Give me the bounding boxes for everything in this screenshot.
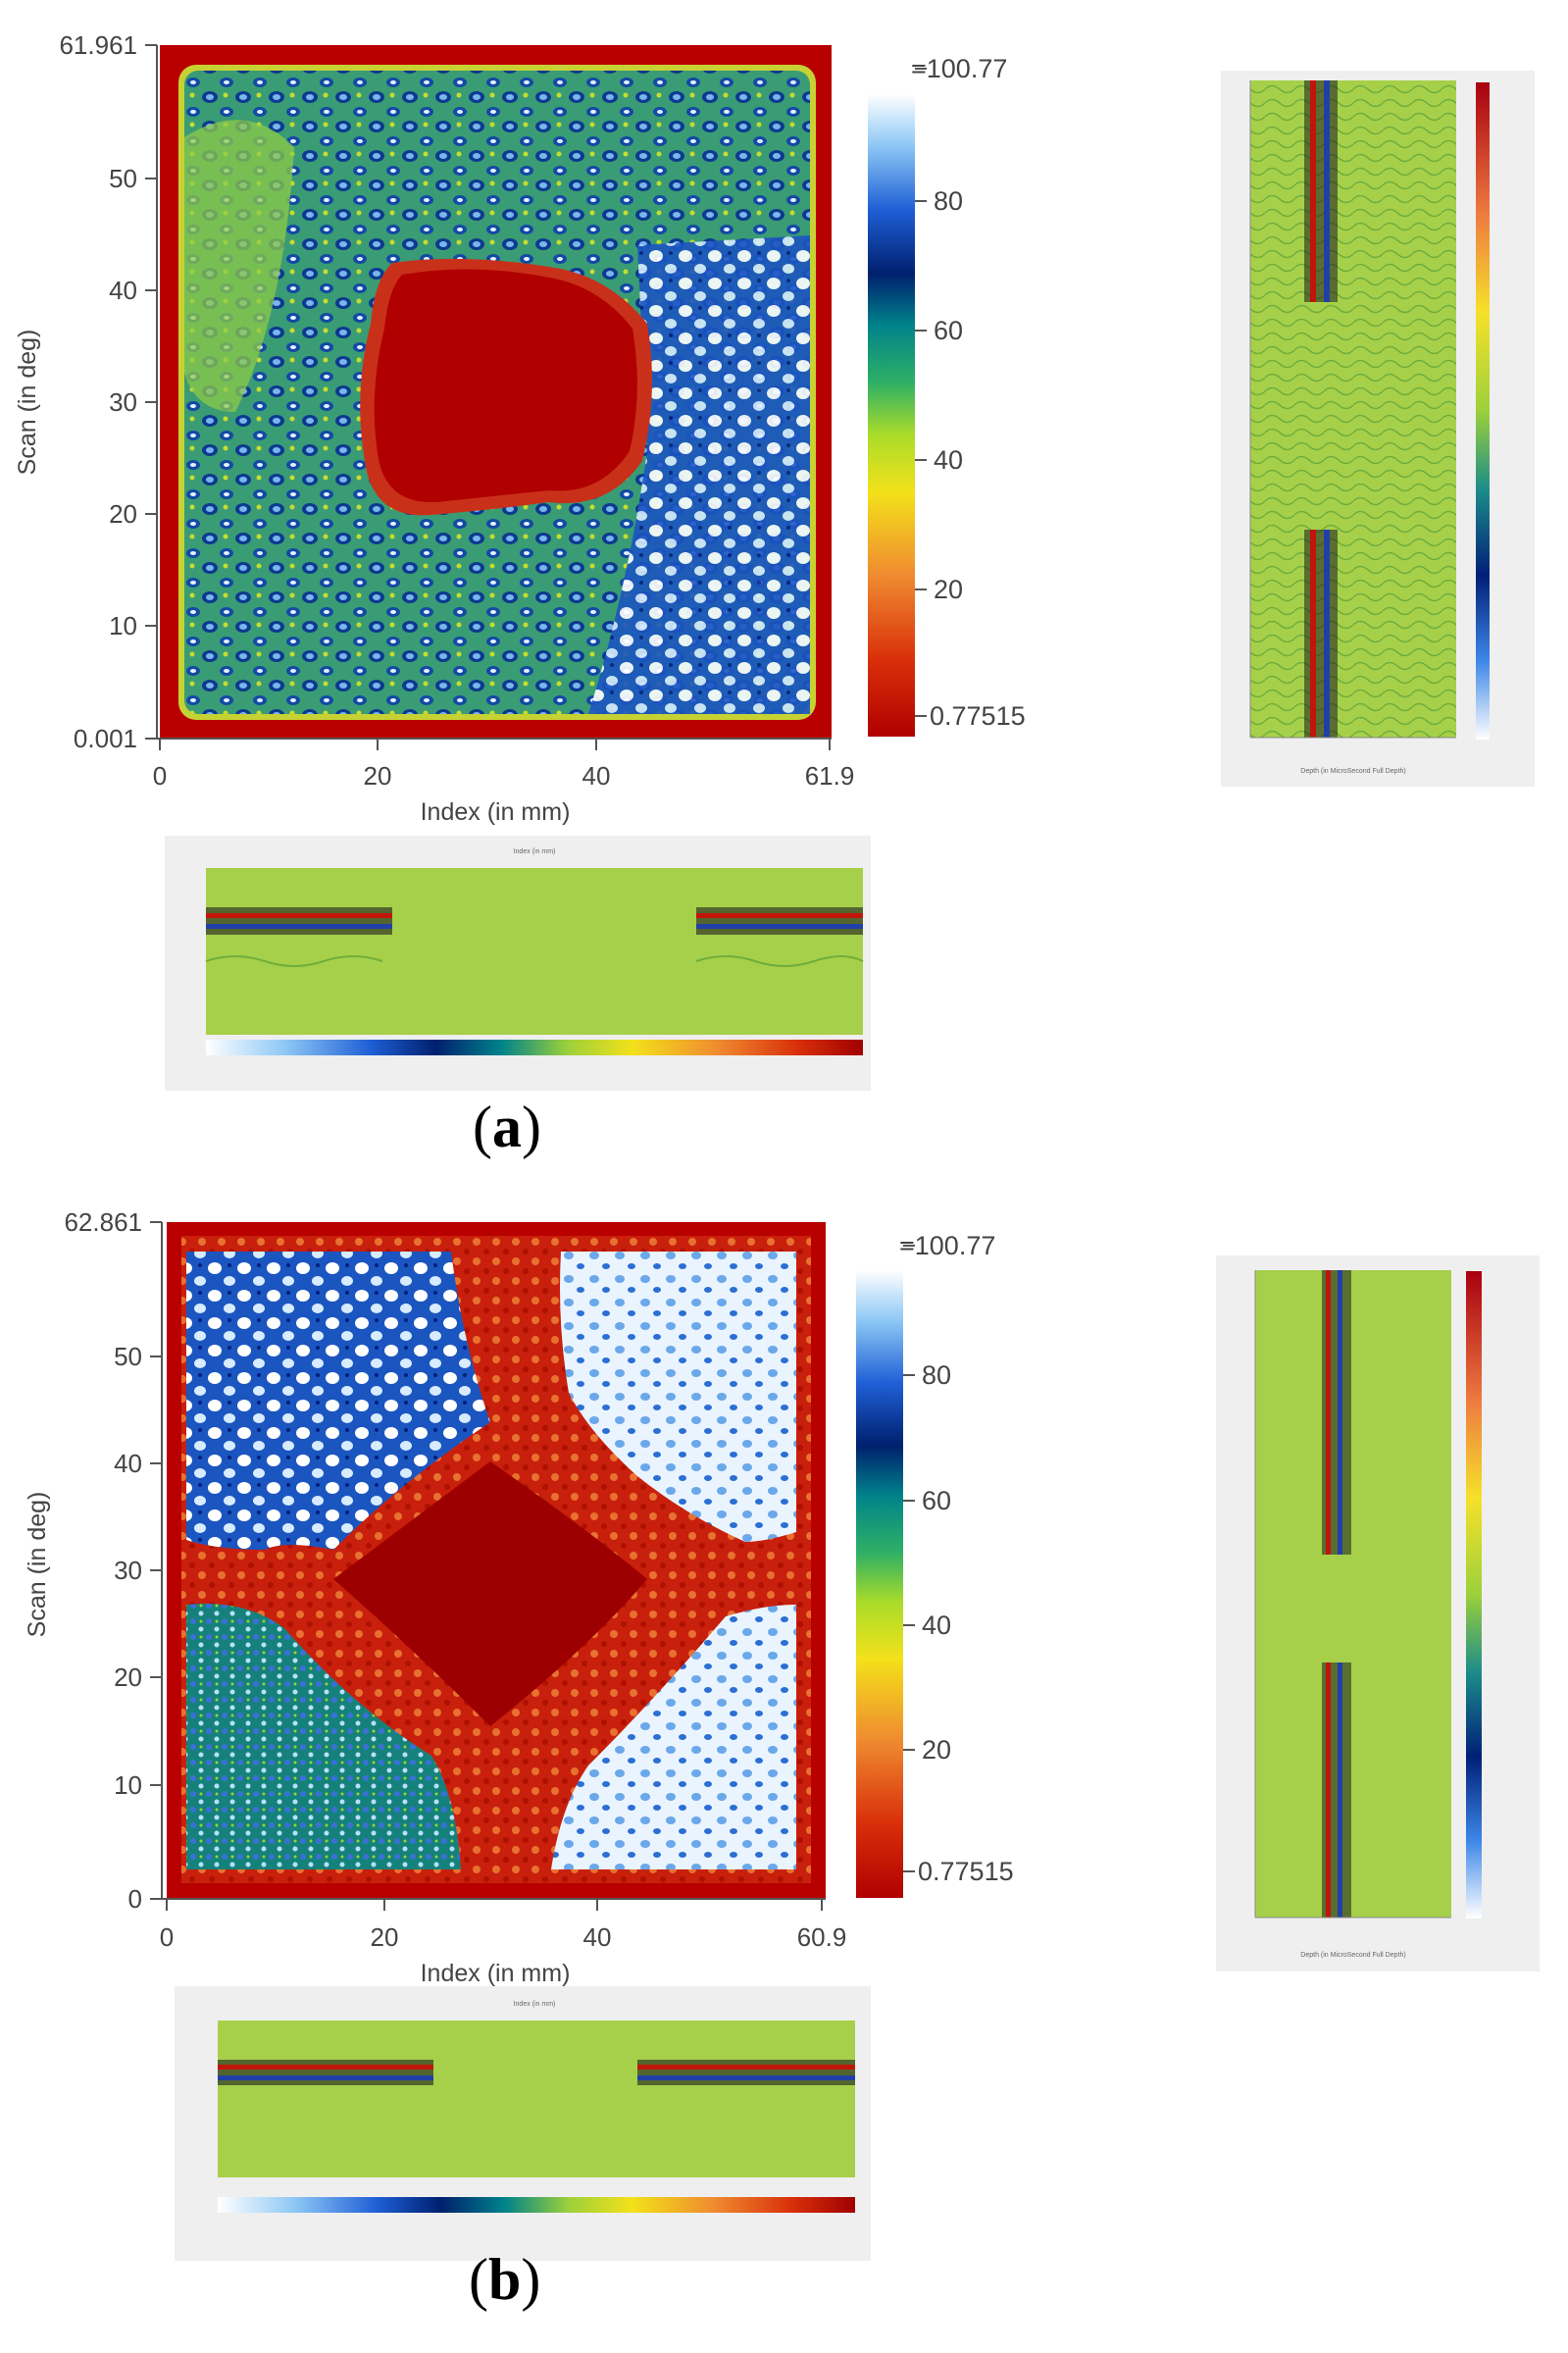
cscan-b-ylabel: Scan (in deg) [24, 1492, 51, 1638]
colorbar-a: =100.77 80 60 40 20 0.77515 [868, 54, 1026, 737]
cscan-a-x-tick: 0 [153, 761, 167, 791]
cscan-a-y-tick: 30 [109, 387, 137, 417]
bscan-bottom-a: Index (in mm) [165, 836, 871, 1091]
colorbar-b-min: 0.77515 [918, 1857, 1014, 1886]
cscan-b-center [333, 1461, 647, 1726]
cscan-b-x-tick: 40 [583, 1922, 612, 1952]
cscan-a-mid-region [184, 120, 294, 412]
cscan-b-x-tick: 20 [371, 1922, 399, 1952]
colorbar-a-gradient [868, 94, 915, 737]
bscan-right-b-caption: Depth (in MicroSecond Full Depth) [1300, 1952, 1405, 1959]
colorbar-a-tick: 20 [934, 575, 963, 604]
cscan-a-x-tick: 40 [582, 761, 611, 791]
colorbar-b: =100.77 80 60 40 20 0.77515 [856, 1231, 1014, 1898]
cscan-a-y-tick: 40 [109, 276, 137, 305]
cscan-b-quad-bottom-left [186, 1604, 461, 1869]
bscan-right-a-caption: Depth (in MicroSecond Full Depth) [1300, 768, 1405, 775]
cscan-b-x-tick: 60.9 [797, 1922, 847, 1952]
cscan-b [167, 1222, 826, 1899]
cscan-b-xlabel: Index (in mm) [421, 1960, 571, 1987]
bscan-bottom-a-caption: Index (in mm) [514, 848, 556, 855]
bscan-bottom-b: Index (in mm) [175, 1986, 871, 2261]
cscan-b-y-tick: 10 [114, 1770, 142, 1800]
bscan-right-b: Depth (in MicroSecond Full Depth) [1216, 1255, 1540, 1971]
colorbar-b-gradient [856, 1270, 903, 1898]
colorbar-a-max: =100.77 [911, 54, 1007, 83]
cscan-a-xlabel: Index (in mm) [421, 798, 571, 826]
panel-b-label: (b) [469, 2247, 541, 2312]
cscan-a-x-tick: 20 [364, 761, 392, 791]
colorbar-a-tick: 60 [934, 316, 963, 345]
panel-a-svg: 61.961 50 40 30 20 10 0.001 0 20 40 61.9… [14, 30, 1535, 1091]
cscan-b-axes: 62.861 50 40 30 20 10 0 0 20 40 60.9 Ind… [24, 1207, 846, 1987]
cscan-b-quad-top-right [560, 1252, 796, 1542]
panel-b: 62.861 50 40 30 20 10 0 0 20 40 60.9 Ind… [0, 1177, 1568, 2344]
cscan-a-y-bottom: 0.001 [74, 724, 137, 753]
cscan-b-y-tick: 50 [114, 1342, 142, 1371]
cscan-b-x-tick: 0 [160, 1922, 174, 1952]
cscan-b-quad-bottom-right [551, 1605, 796, 1869]
colorbar-b-tick: 40 [922, 1611, 951, 1640]
colorbar-a-tick: 80 [934, 186, 963, 216]
colorbar-b-tick: 80 [922, 1360, 951, 1390]
colorbar-b-tick: 60 [922, 1486, 951, 1515]
colorbar-b-tick: 20 [922, 1735, 951, 1765]
panel-a: 61.961 50 40 30 20 10 0.001 0 20 40 61.9… [0, 0, 1568, 1167]
cscan-a-y-tick: 10 [109, 611, 137, 640]
cscan-a-y-top: 61.961 [59, 30, 137, 60]
cscan-b-y-bottom: 0 [128, 1884, 142, 1914]
cscan-b-y-tick: 40 [114, 1449, 142, 1478]
bscan-right-a: Depth (in MicroSecond Full Depth) [1221, 71, 1535, 787]
cscan-a-axes: 61.961 50 40 30 20 10 0.001 0 20 40 61.9… [14, 30, 854, 826]
colorbar-a-tick: 40 [934, 445, 963, 475]
cscan-a-x-tick: 61.9 [805, 761, 855, 791]
cscan-a-y-tick: 50 [109, 164, 137, 193]
colorbar-a-min: 0.77515 [930, 701, 1026, 731]
panel-b-svg: 62.861 50 40 30 20 10 0 0 20 40 60.9 Ind… [24, 1207, 1540, 2261]
cscan-a-defect [374, 269, 637, 503]
cscan-b-y-tick: 30 [114, 1556, 142, 1585]
cscan-a-ylabel: Scan (in deg) [14, 330, 41, 476]
colorbar-b-max: =100.77 [899, 1231, 995, 1260]
cscan-b-quad-top-left [186, 1252, 490, 1550]
cscan-a [160, 45, 832, 739]
cscan-b-y-top: 62.861 [64, 1207, 142, 1237]
cscan-a-y-tick: 20 [109, 499, 137, 529]
bscan-bottom-b-caption: Index (in mm) [514, 2001, 556, 2008]
panel-a-label: (a) [473, 1095, 541, 1159]
cscan-b-y-tick: 20 [114, 1662, 142, 1692]
